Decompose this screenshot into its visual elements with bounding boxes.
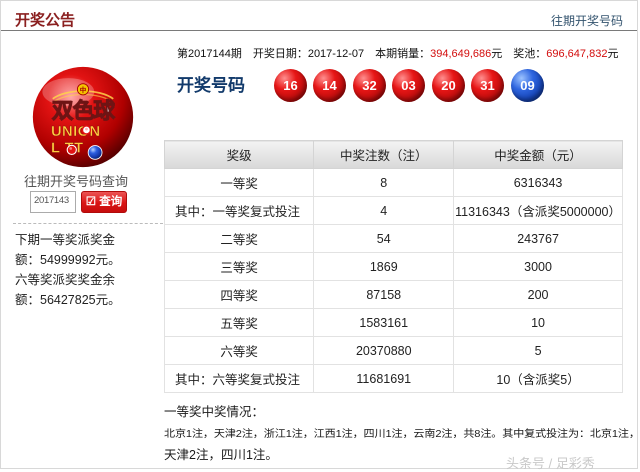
svg-text:中: 中 bbox=[80, 85, 86, 94]
svg-text:UNION: UNION bbox=[51, 124, 101, 140]
svg-text:双色球: 双色球 bbox=[52, 98, 115, 123]
